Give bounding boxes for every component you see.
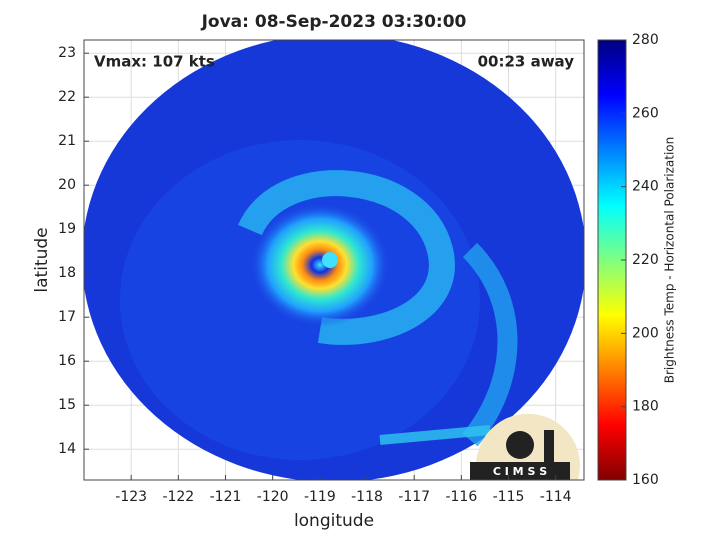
logo-text: C I M S S (493, 465, 547, 478)
x-tick-label: -116 (445, 489, 477, 505)
x-axis-label: longitude (294, 511, 374, 531)
x-tick-label: -114 (540, 489, 572, 505)
y-tick-label: 23 (58, 45, 76, 61)
cimss-logo: C I M S S (470, 413, 580, 480)
colorbar-tick-label: 200 (632, 325, 659, 341)
x-tick-label: -123 (115, 489, 147, 505)
y-tick-label: 19 (58, 221, 76, 237)
colorbar-tick-label: 160 (632, 472, 659, 488)
plot-frame (83, 39, 585, 481)
x-tick-label: -122 (162, 489, 194, 505)
annotation: Vmax: 107 kts (94, 53, 215, 71)
x-tick-label: -121 (210, 489, 242, 505)
satellite-image (84, 40, 584, 480)
y-tick-label: 14 (58, 441, 76, 457)
x-tick-label: -119 (304, 489, 336, 505)
y-tick-label: 20 (58, 177, 76, 193)
x-tick-label: -120 (257, 489, 289, 505)
annotation: 00:23 away (478, 53, 575, 71)
colorbar-tick-label: 220 (632, 252, 659, 268)
y-tick-label: 21 (58, 133, 76, 149)
colorbar-label: Brightness Temp - Horizontal Polarizatio… (663, 137, 677, 384)
colorbar-tick-label: 280 (632, 32, 659, 48)
chart-title: Jova: 08-Sep-2023 03:30:00 (201, 12, 467, 32)
y-tick-label: 17 (58, 309, 76, 325)
y-tick-label: 15 (58, 397, 76, 413)
x-tick-label: -118 (351, 489, 383, 505)
colorbar-tick-label: 260 (632, 105, 659, 121)
x-tick-label: -117 (398, 489, 430, 505)
colorbar-tick-label: 240 (632, 179, 659, 195)
x-tick-label: -115 (493, 489, 525, 505)
y-tick-label: 18 (58, 265, 76, 281)
y-tick-label: 16 (58, 353, 76, 369)
colorbar-tick-label: 180 (632, 399, 659, 415)
y-axis-label: latitude (32, 227, 52, 292)
y-tick-label: 22 (58, 89, 76, 105)
